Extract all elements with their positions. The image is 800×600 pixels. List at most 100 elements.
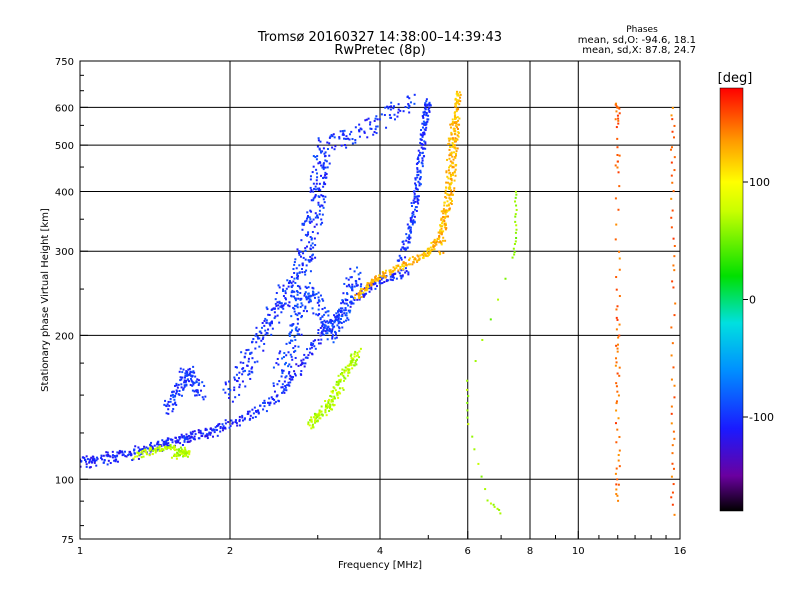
data-point [455, 150, 458, 153]
data-point [413, 93, 416, 96]
data-point [167, 442, 170, 445]
data-point [310, 343, 313, 346]
data-point [255, 326, 258, 329]
data-point [224, 383, 227, 386]
data-point [447, 215, 450, 218]
data-point [440, 243, 443, 246]
data-point [439, 232, 442, 235]
data-point [277, 363, 280, 366]
data-point [313, 187, 316, 190]
data-point [331, 328, 334, 331]
data-point [303, 294, 306, 297]
data-point [138, 448, 141, 451]
data-point [354, 294, 357, 297]
data-point [162, 443, 165, 446]
data-point [221, 427, 224, 430]
data-point [322, 147, 325, 150]
data-point [456, 134, 459, 137]
data-point [311, 307, 314, 310]
x-tick-label: 2 [227, 546, 233, 557]
data-point [183, 454, 186, 457]
data-point [336, 394, 339, 397]
data-point [184, 452, 187, 455]
data-point [164, 443, 167, 446]
data-point [332, 341, 335, 344]
data-point [107, 459, 110, 462]
data-point [247, 360, 250, 363]
data-point [180, 394, 183, 397]
data-point [425, 98, 428, 101]
data-point [444, 186, 447, 189]
data-point [168, 404, 171, 407]
data-point [369, 123, 372, 126]
data-point [454, 114, 457, 117]
data-point [425, 113, 428, 116]
data-point [347, 278, 350, 281]
data-point [310, 416, 313, 419]
data-point [366, 288, 369, 291]
data-point [157, 440, 160, 443]
data-point [296, 303, 299, 306]
data-point [457, 108, 460, 111]
data-point [615, 328, 618, 331]
data-point [407, 273, 410, 276]
data-point [318, 147, 321, 150]
data-point [672, 366, 675, 369]
data-point [318, 213, 321, 216]
data-point [165, 441, 168, 444]
data-point [140, 453, 143, 456]
data-point [180, 386, 183, 389]
data-point [409, 230, 412, 233]
data-point [452, 145, 455, 148]
data-point [292, 295, 295, 298]
data-point [388, 114, 391, 117]
data-point [402, 262, 405, 265]
data-point [307, 421, 310, 424]
data-point [298, 250, 301, 253]
data-point [273, 398, 276, 401]
data-point [423, 110, 426, 113]
data-point [326, 326, 329, 329]
data-point [343, 371, 346, 374]
data-point [256, 335, 259, 338]
data-point [295, 329, 298, 332]
data-point [183, 451, 186, 454]
data-point [305, 286, 308, 289]
data-point [313, 293, 316, 296]
data-point [165, 439, 168, 442]
data-point [618, 112, 621, 115]
data-point [158, 448, 161, 451]
data-point [449, 186, 452, 189]
data-point [618, 449, 621, 452]
data-point [349, 300, 352, 303]
data-point [119, 451, 122, 454]
data-point [672, 264, 675, 267]
data-point [417, 195, 420, 198]
data-point [322, 198, 325, 201]
data-point [324, 166, 327, 169]
data-point [291, 378, 294, 381]
data-point [227, 393, 230, 396]
data-point [345, 302, 348, 305]
data-point [382, 273, 385, 276]
data-point [353, 285, 356, 288]
phases-label: Phases [626, 25, 658, 35]
data-point [416, 259, 419, 262]
x-tick-label: 8 [527, 546, 533, 557]
data-point [370, 127, 373, 130]
data-point [448, 157, 451, 160]
data-point [333, 320, 336, 323]
data-point [314, 296, 317, 299]
data-point [446, 193, 449, 196]
data-point [390, 278, 393, 281]
data-point [319, 223, 322, 226]
data-point [452, 128, 455, 131]
data-point [300, 315, 303, 318]
data-point [338, 320, 341, 323]
data-point [183, 452, 186, 455]
data-point [178, 436, 181, 439]
data-point [417, 255, 420, 258]
data-point [433, 240, 436, 243]
data-point [424, 104, 427, 107]
